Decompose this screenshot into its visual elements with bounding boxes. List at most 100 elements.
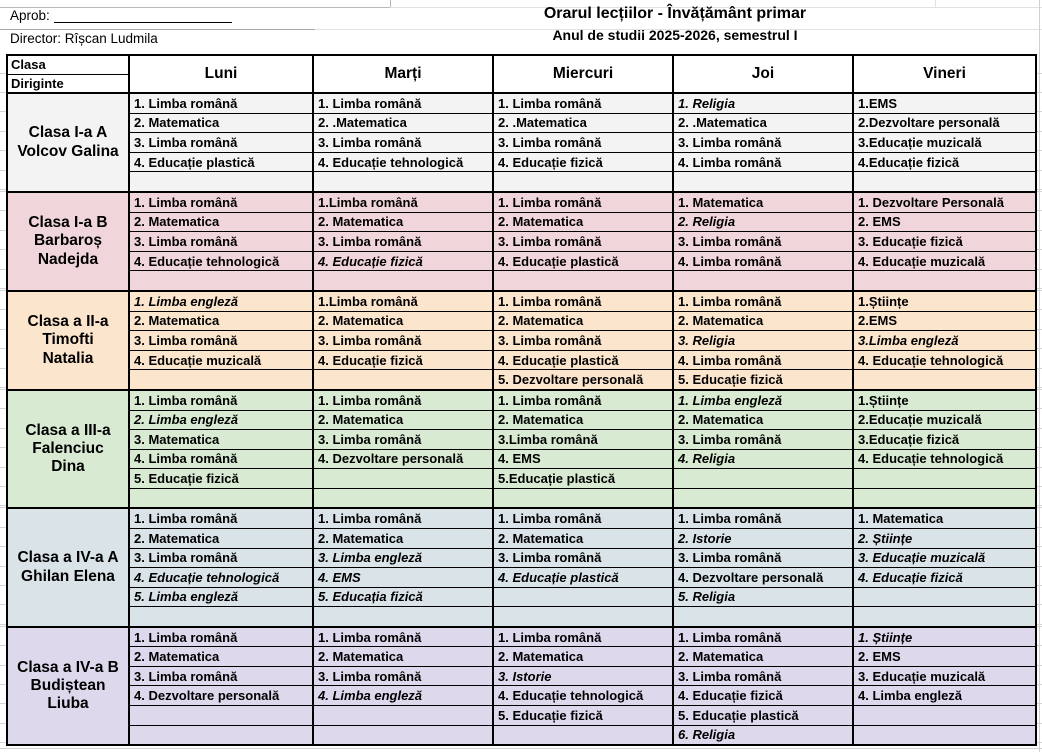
lesson-cell: 3.Limba română: [494, 430, 672, 450]
day-column-luni: 1. Limba română 2. Limba engleză 3. Matema…: [128, 391, 312, 508]
lesson-cell: [674, 172, 852, 191]
day-column-miercuri: 1. Limba română 2. Matematica 3. Limba rom…: [492, 193, 672, 290]
lesson-cell: 2. Matematica: [314, 411, 492, 431]
lesson-cell: 1. Științe: [854, 628, 1035, 648]
class-header-cell: Clasa a IV-a B Budiștean Liuba: [8, 628, 128, 744]
lesson-cell: 1. Limba română: [494, 628, 672, 648]
lesson-cell: 5. Dezvoltare personală: [498, 372, 644, 388]
lesson-cell: [130, 172, 312, 191]
lesson-cell: 3. Limba română: [130, 331, 312, 351]
lesson-cell: [130, 726, 312, 745]
lesson-cell: [314, 489, 492, 508]
lesson-cell: [494, 726, 672, 745]
lesson-cell: 2. Matematica: [314, 312, 492, 332]
gridline: [1037, 665, 1042, 666]
lesson-cell: 3. Limba română: [494, 232, 672, 252]
gridline: [1037, 527, 1042, 528]
day-column-joi: 1. Limba română 2. Istorie 3. Limba română…: [672, 509, 852, 626]
day-column-miercuri: 1. Limba română 2. Matematica 3. Limba rom…: [492, 292, 672, 389]
lesson-cell: 3. Limba română: [130, 549, 312, 569]
lesson-cell: 4. Limba română: [674, 351, 852, 371]
corner-clasa-label: Clasa: [8, 56, 128, 75]
day-column-vineri: 1. Științe 2. EMS 3. Educație muzicală 4. L…: [852, 627, 1035, 745]
day-column-vineri: 1.Științe 2.Educație muzicală 3.Educație f…: [852, 391, 1035, 508]
lesson-cell: 4. Educație muzicală: [854, 252, 1035, 272]
lesson-cell: 3. Limba română: [314, 232, 492, 252]
lesson-cell: 4. Limba engleză: [314, 686, 492, 707]
day-column-miercuri: 1. Limba română 2. Matematica 3. Istorie 4.…: [492, 627, 672, 745]
lesson-cell: [494, 271, 672, 290]
lesson-cell: 2. Matematica: [130, 114, 312, 134]
lesson-cell: 5. Educație fizică: [678, 372, 783, 388]
lesson-cell: [130, 489, 312, 508]
lesson-cell: 3. Limba română: [494, 133, 672, 153]
lesson-cell: 4. Educație fizică: [314, 351, 492, 371]
lesson-cell: 5. Educație fizică: [494, 706, 672, 726]
lesson-cell: 3. Limba română: [674, 133, 852, 153]
lesson-cell: 4. Educație plastică: [494, 568, 672, 588]
lesson-cell: 2. EMS: [854, 647, 1035, 667]
director-line: Director: Rîșcan Ludmila: [10, 31, 158, 46]
lesson-cell: 1. Limba română: [494, 292, 672, 312]
lesson-cell: 2. .Matematica: [674, 114, 852, 134]
corner-cell-group: Clasa Diriginte: [8, 56, 128, 92]
sheet-title: Orarul lecțiilor - Învățământ primar: [543, 5, 807, 22]
lesson-cell: [854, 588, 1035, 608]
day-column-joi: 1. Limba română 2. Matematica 3. Limba rom…: [672, 627, 852, 745]
gridline: [1037, 348, 1042, 349]
lesson-cell: 2. Religia: [674, 213, 852, 233]
lesson-cell: 3. Matematica: [130, 430, 312, 450]
lesson-cell: 1. Limba română: [674, 628, 852, 648]
lesson-cell: 5. Educația fizică: [314, 588, 492, 608]
day-column-miercuri: 1. Limba română 2. Matematica 3.Limba româ…: [492, 391, 672, 508]
class-header-cell: Clasa a III-a Falenciuc Dina: [8, 391, 128, 507]
lesson-cell: 4. Educație fizică: [674, 686, 852, 707]
lesson-cell: 1. Limba engleză: [130, 292, 312, 312]
lesson-cell: 1. Matematica: [674, 193, 852, 213]
lesson-cell: 3.Limba engleză: [854, 331, 1035, 351]
gridline: [1037, 387, 1042, 388]
day-column-luni: 1. Limba română 2. Matematica 3. Limba rom…: [128, 193, 312, 290]
teacher-name-line: Barbaroș: [33, 232, 103, 250]
gridline: [1037, 486, 1042, 487]
lesson-cell: [854, 469, 1035, 489]
lesson-cell: 4. EMS: [494, 450, 672, 470]
lesson-cell: 4. Educație tehnologică: [314, 153, 492, 173]
lesson-cell: 5. Limba engleză: [130, 588, 312, 608]
lesson-cell: [314, 370, 492, 389]
class-header-cell: Clasa I-a B Barbaroș Nadejda: [8, 193, 128, 290]
lesson-cell: 3. Educație fizică: [854, 232, 1035, 252]
lesson-cell: 2. Matematica: [494, 213, 672, 233]
lesson-cell: [854, 489, 1035, 508]
lesson-cell: 2. Matematica: [494, 312, 672, 332]
lesson-cell: [854, 271, 1035, 290]
gridline: [0, 29, 315, 30]
class-name: Clasa a III-a: [25, 421, 111, 439]
lesson-cell: [674, 489, 852, 508]
lesson-cell: [674, 469, 852, 489]
class-block: Clasa a IV-a A Ghilan Elena 1. Limba român…: [8, 507, 1035, 626]
teacher-name-line: Volcov Galina: [17, 142, 119, 160]
lesson-cell: 4. Educație tehnologică: [854, 351, 1035, 371]
class-name: Clasa I-a A: [28, 124, 108, 142]
lesson-cell: 3. Limba română: [130, 667, 312, 687]
lesson-cell: 1. Limba română: [314, 509, 492, 529]
day-header-vineri: Vineri: [852, 56, 1035, 92]
lesson-cell: [674, 271, 852, 290]
lesson-cell: 1. Dezvoltare Personală: [854, 193, 1035, 213]
class-name: Clasa a II-a: [27, 313, 109, 331]
day-column-joi: 1. Limba engleză 2. Matematica 3. Limba ro…: [672, 391, 852, 508]
day-column-marti: 1. Limba română 2. Matematica 3. Limba rom…: [312, 391, 492, 508]
lesson-cell: 5.Educație plastică: [494, 469, 672, 489]
gridline: [1037, 507, 1042, 508]
gridline: [1037, 505, 1042, 506]
lesson-cell: 4. EMS: [314, 568, 492, 588]
lesson-cell: 1. Religia: [674, 94, 852, 114]
lesson-cell: 1. Limba română: [130, 193, 312, 213]
day-column-joi: 1. Matematica 2. Religia 3. Limba română 4.…: [672, 193, 852, 290]
teacher-name-line: Ghilan Elena: [21, 567, 115, 585]
class-name: Clasa a IV-a B: [17, 658, 119, 676]
gridline: [1037, 309, 1042, 310]
corner-diriginte-label: Diriginte: [11, 75, 64, 91]
class-header-cell: Clasa I-a A Volcov Galina: [8, 94, 128, 191]
